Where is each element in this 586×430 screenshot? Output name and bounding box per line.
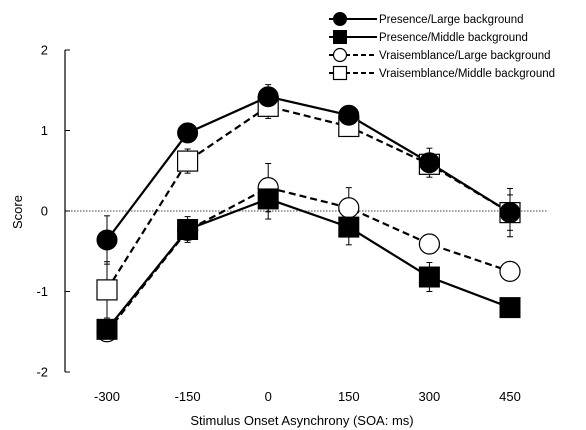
data-point-open-circle: [338, 197, 360, 219]
legend-label: Vraisemblance/Middle background: [379, 68, 555, 80]
data-point-filled-circle: [333, 12, 347, 26]
legend-label: Vraisemblance/Large background: [379, 50, 551, 62]
data-point-filled-square: [338, 216, 360, 238]
data-point-open-square: [332, 65, 348, 81]
data-point-filled-square: [177, 219, 199, 241]
legend-label: Presence/Large background: [379, 14, 524, 26]
data-point-filled-circle: [96, 229, 118, 251]
data-point-filled-square: [499, 297, 521, 319]
x-tick-label: 0: [265, 389, 272, 404]
legend-label: Presence/Middle background: [379, 32, 528, 44]
series-line: [106, 105, 511, 291]
data-point-filled-square: [333, 30, 347, 44]
x-tick-label: -150: [175, 389, 201, 404]
y-tick-label: -1: [36, 284, 48, 299]
data-point-filled-circle: [499, 202, 521, 224]
legend: Presence/Large background Presence/Middle…: [329, 12, 555, 81]
series-line: [106, 197, 511, 331]
y-axis-label: Score: [10, 195, 25, 229]
data-point-filled-circle: [257, 86, 279, 108]
data-point-filled-circle: [338, 104, 360, 126]
data-point-filled-square: [257, 188, 279, 210]
data-point-filled-circle: [418, 152, 440, 174]
data-point-open-circle: [418, 233, 440, 255]
x-tick-label-group: -300 -150 0 150 300 450: [94, 389, 521, 404]
x-axis-label: Stimulus Onset Asynchrony (SOA: ms): [190, 413, 413, 428]
x-tick-label: -300: [94, 389, 120, 404]
series-line-group: [106, 95, 511, 333]
y-tick-group: -2 -1 0 1 2: [36, 43, 70, 380]
data-point-open-circle: [499, 260, 521, 282]
marker-group: [96, 86, 521, 343]
data-point-open-square: [96, 279, 118, 301]
x-tick-label: 300: [419, 389, 441, 404]
y-tick-label: 1: [41, 123, 48, 138]
data-point-filled-square: [418, 266, 440, 288]
y-tick-label: 2: [41, 43, 48, 58]
data-point-filled-square: [96, 318, 118, 340]
x-tick-label: 150: [338, 389, 360, 404]
data-point-filled-circle: [177, 122, 199, 144]
y-tick-label: -2: [36, 365, 48, 380]
x-tick-label: 450: [499, 389, 521, 404]
series-line: [106, 186, 511, 333]
series-line: [106, 95, 511, 241]
y-tick-label: 0: [41, 204, 48, 219]
data-point-open-circle: [332, 47, 348, 63]
data-point-open-square: [177, 150, 199, 172]
